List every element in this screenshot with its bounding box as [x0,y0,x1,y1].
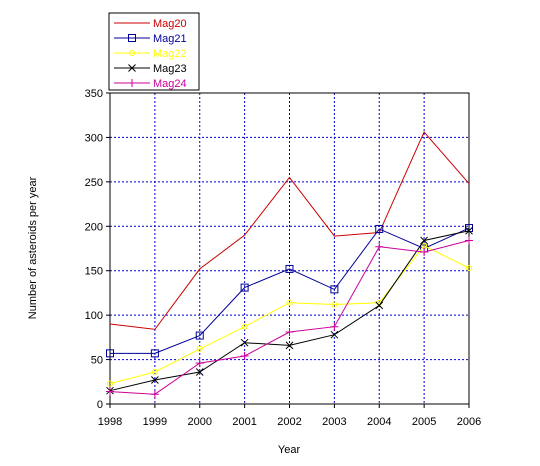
data-point-mag24 [195,359,204,368]
data-point-mag23 [240,338,249,347]
data-point-mag24 [106,387,114,396]
legend-entries: Mag20 Mag21 Mag22 Mag23 Mag24 [114,18,187,90]
data-point-mag22 [466,265,472,272]
data-point-mag23 [330,330,339,339]
y-tick-label: 50 [91,355,103,367]
grid-lines [110,93,469,404]
data-point-mag21 [240,283,249,292]
data-point-mag24 [465,236,473,245]
series-mag23 [106,226,473,395]
series-line-mag21 [110,227,470,354]
x-tick-label: 2003 [322,416,346,428]
data-point-mag24 [330,322,339,331]
data-point-mag21 [106,349,114,358]
legend-label-mag20: Mag20 [153,18,187,30]
data-point-mag24 [240,352,249,361]
data-point-mag22 [241,323,248,330]
y-tick-label: 300 [85,132,103,144]
data-point-mag22 [331,301,338,308]
data-point-mag21 [195,331,204,340]
x-tick-label: 2002 [277,416,301,428]
series-line-mag22 [109,245,470,385]
data-point-mag21 [330,285,339,294]
data-point-mag24 [150,390,159,399]
data-point-mag22 [151,369,158,376]
x-axis-title: Year [278,444,301,456]
legend-entry-mag21: Mag21 [114,33,187,45]
legend-marker-mag23 [128,64,136,72]
y-tick-label: 150 [85,266,103,278]
y-tick-label: 100 [85,310,103,322]
y-tick-label: 200 [85,221,103,233]
legend-box [108,12,200,91]
data-point-mag22 [107,380,113,387]
data-point-mag21 [285,264,294,273]
legend-label-mag23: Mag23 [153,63,187,75]
legend-entry-mag22: Mag22 [114,48,187,60]
x-tick-label: 2000 [188,416,212,428]
legend-entry-mag23: Mag23 [114,63,187,75]
series-mag24 [106,236,473,399]
y-axis-ticks: 0 50 100 150 200 250 300 350 [85,88,110,411]
data-point-mag23 [465,226,473,235]
data-point-mag23 [151,376,159,384]
legend-marker-mag21 [128,34,136,42]
data-point-mag23 [375,301,384,310]
series-line-mag20 [109,131,470,330]
data-point-mag24 [285,328,294,337]
y-tick-label: 350 [85,88,103,100]
x-tick-label: 2005 [412,416,436,428]
legend-label-mag24: Mag24 [153,78,187,90]
x-tick-label: 2001 [232,416,256,428]
y-tick-label: 250 [85,177,103,189]
data-point-mag24 [420,248,429,257]
x-tick-label: 2004 [367,416,391,428]
series-mag20 [109,131,470,330]
x-tick-label: 2006 [457,416,481,428]
data-point-mag22 [196,345,203,352]
legend-entry-mag24: Mag24 [114,78,187,90]
data-point-mag21 [150,349,159,358]
series-layer [106,131,473,399]
legend-marker-mag24 [128,79,136,87]
x-axis-ticks: 1998 1999 2000 2001 2002 2003 2004 2005 2006 [98,404,481,428]
data-point-mag24 [375,242,384,251]
data-point-mag21 [465,224,473,233]
legend-label-mag22: Mag22 [153,48,187,60]
data-point-mag23 [420,236,428,245]
legend-label-mag21: Mag21 [153,33,187,45]
data-point-mag22 [286,299,293,306]
x-tick-label: 1998 [98,416,122,428]
legend-entry-mag20: Mag20 [114,18,187,30]
legend-marker-mag22 [129,50,135,56]
x-tick-label: 1999 [143,416,167,428]
y-axis-title: Number of asteroids per year [27,176,39,319]
y-tick-label: 0 [97,399,103,411]
data-point-mag23 [285,341,294,350]
data-point-mag23 [195,368,204,376]
data-point-mag21 [375,224,384,233]
legend: Mag20 Mag21 Mag22 Mag23 Mag24 [108,12,200,91]
